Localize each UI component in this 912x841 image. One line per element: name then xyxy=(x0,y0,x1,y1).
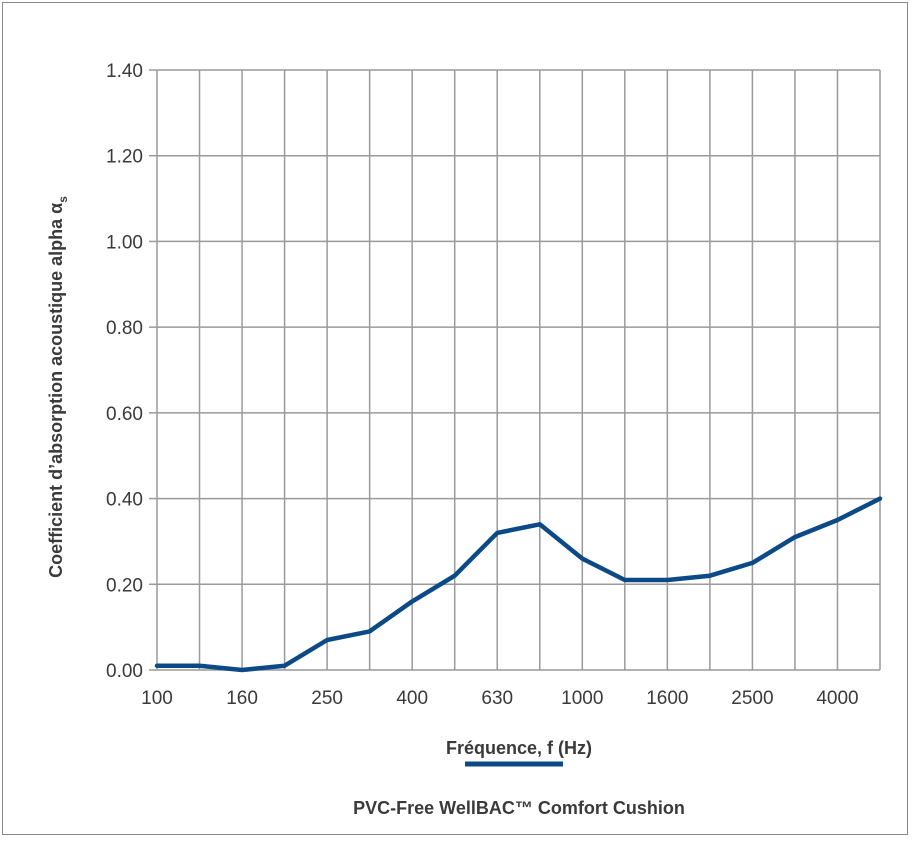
y-tick-label: 1.20 xyxy=(106,147,143,168)
x-tick-label: 630 xyxy=(481,688,513,709)
y-axis-label: Coefficient d’absorption acoustique alph… xyxy=(46,196,70,578)
y-tick-label: 0.80 xyxy=(106,318,143,339)
x-tick-label: 400 xyxy=(396,688,428,709)
y-tick-label: 0.40 xyxy=(106,490,143,511)
y-tick-labels: 0.00 0.20 0.40 0.60 0.80 1.00 1.20 1.40 xyxy=(106,61,143,682)
y-tick-label: 0.60 xyxy=(106,404,143,425)
x-tick-label: 1000 xyxy=(561,688,603,709)
x-tick-labels: 100 160 250 400 630 1000 1600 2500 4000 xyxy=(141,688,858,709)
legend-label: PVC-Free WellBAC™ Comfort Cushion xyxy=(353,798,685,818)
x-axis-label: Fréquence, f (Hz) xyxy=(446,738,592,758)
y-tick-label: 1.00 xyxy=(106,232,143,253)
y-tick-label: 1.40 xyxy=(106,61,143,82)
x-tick-label: 4000 xyxy=(816,688,858,709)
y-tick-label: 0.20 xyxy=(106,575,143,596)
x-tick-label: 160 xyxy=(226,688,258,709)
x-tick-label: 2500 xyxy=(731,688,773,709)
x-tick-label: 250 xyxy=(311,688,343,709)
x-tick-label: 100 xyxy=(141,688,173,709)
absorption-chart: 0.00 0.20 0.40 0.60 0.80 1.00 1.20 1.40 100 160 2… xyxy=(3,3,909,836)
y-tick-label: 0.00 xyxy=(106,661,143,682)
grid xyxy=(149,70,880,670)
x-tick-label: 1600 xyxy=(646,688,688,709)
